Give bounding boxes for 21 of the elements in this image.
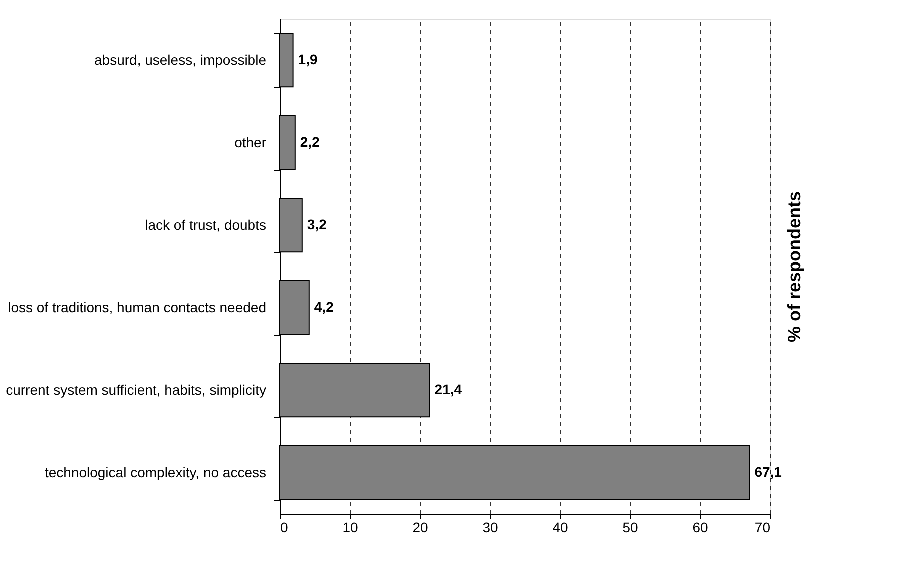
data-label: 4,2 xyxy=(314,298,334,315)
y-tick-label: current system sufficient, habits, simplicity xyxy=(6,382,266,398)
x-tick-label: 70 xyxy=(754,520,771,536)
y-axis-title: % of respondents xyxy=(784,191,804,343)
data-label: 67,1 xyxy=(754,464,782,480)
x-tick-label: 10 xyxy=(342,520,358,536)
y-tick-label: lack of trust, doubts xyxy=(145,216,266,233)
x-tick-label: 30 xyxy=(482,520,498,536)
x-tick-label: 50 xyxy=(622,520,638,536)
x-tick-label: 0 xyxy=(280,520,288,536)
y-tick-label: absurd, useless, impossible xyxy=(94,52,267,68)
data-label: 2,2 xyxy=(300,134,320,150)
y-tick-label: other xyxy=(234,134,267,150)
y-tick-label: technological complexity, no access xyxy=(44,464,266,480)
data-label: 1,9 xyxy=(298,51,318,68)
data-label: 3,2 xyxy=(307,216,328,232)
y-tick-label: loss of traditions, human contacts needed xyxy=(8,299,266,316)
data-label: 21,4 xyxy=(434,381,462,398)
x-tick-label: 40 xyxy=(552,520,568,536)
x-tick-label: 20 xyxy=(412,520,428,536)
x-tick-label: 60 xyxy=(692,520,708,536)
